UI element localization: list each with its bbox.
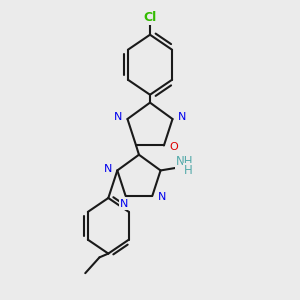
Text: H: H bbox=[184, 164, 193, 177]
Text: Cl: Cl bbox=[143, 11, 157, 24]
Text: N: N bbox=[158, 192, 166, 203]
Text: N: N bbox=[104, 164, 112, 174]
Text: NH: NH bbox=[176, 155, 194, 168]
Text: N: N bbox=[120, 199, 128, 209]
Text: N: N bbox=[178, 112, 186, 122]
Text: O: O bbox=[170, 142, 178, 152]
Text: N: N bbox=[114, 112, 122, 122]
